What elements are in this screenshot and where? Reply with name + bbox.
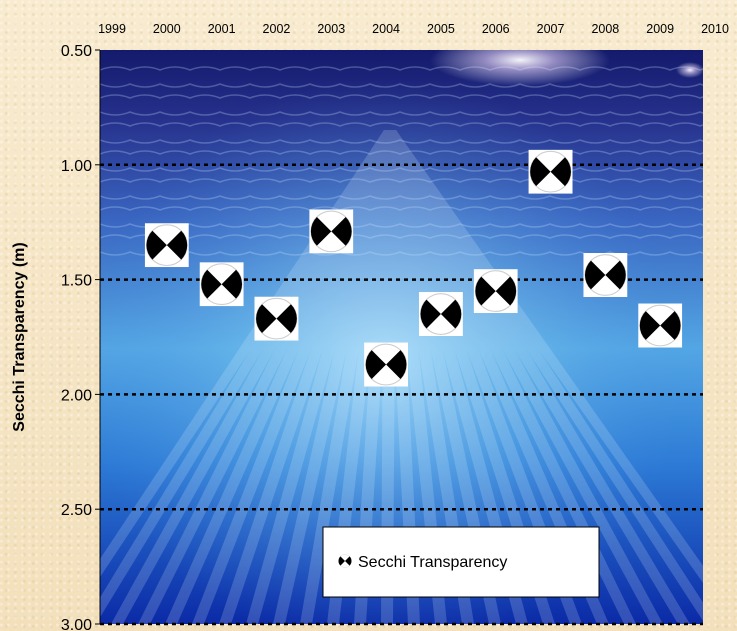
legend-marker-icon — [338, 554, 352, 568]
secchi-disk-icon — [418, 292, 463, 337]
x-tick-label: 2004 — [372, 22, 400, 36]
secchi-disk-icon — [528, 149, 573, 194]
y-tick-label: 2.50 — [61, 502, 92, 519]
x-tick-label: 2007 — [537, 22, 565, 36]
x-tick-label: 2009 — [646, 22, 674, 36]
secchi-disk-icon — [638, 303, 683, 348]
y-axis-label: Secchi Transparency (m) — [11, 242, 28, 431]
x-tick-label: 2006 — [482, 22, 510, 36]
legend-label: Secchi Transparency — [358, 554, 507, 571]
x-tick-label: 2010 — [701, 22, 729, 36]
y-tick-label: 3.00 — [61, 617, 92, 631]
secchi-disk-icon — [473, 269, 518, 314]
y-tick-label: 1.50 — [61, 273, 92, 290]
axes: 0.50 1.00 1.50 2.00 2.50 3.00 1999 2000 2001 2002… — [61, 22, 729, 631]
x-tick-label: 2001 — [208, 22, 236, 36]
secchi-disk-icon — [583, 253, 628, 298]
x-tick-label: 1999 — [98, 22, 126, 36]
secchi-disk-icon — [144, 223, 189, 268]
x-tick-label: 2000 — [153, 22, 181, 36]
secchi-disk-icon — [364, 342, 409, 387]
x-tick-label: 2005 — [427, 22, 455, 36]
x-tick-label: 2003 — [317, 22, 345, 36]
secchi-disk-icon — [199, 262, 244, 307]
legend: Secchi Transparency — [322, 526, 600, 598]
secchi-disk-icon — [309, 209, 354, 254]
plot-area — [100, 50, 703, 624]
secchi-disk-icon — [254, 296, 299, 341]
y-tick-label: 0.50 — [61, 43, 92, 60]
x-tick-label: 2002 — [263, 22, 291, 36]
y-tick-label: 2.00 — [61, 387, 92, 404]
x-tick-label: 2008 — [591, 22, 619, 36]
y-tick-label: 1.00 — [61, 158, 92, 175]
